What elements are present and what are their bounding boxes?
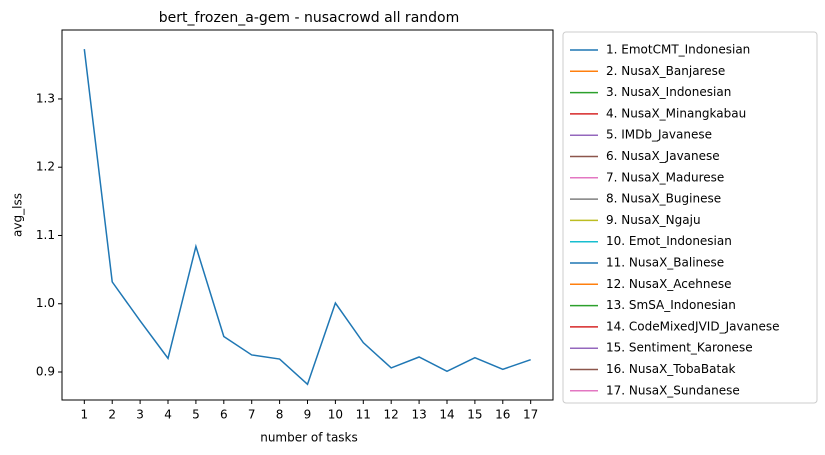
legend-label: 17. NusaX_Sundanese [606, 383, 740, 397]
legend-label: 8. NusaX_Buginese [606, 192, 721, 206]
x-tick-label: 1 [80, 408, 88, 422]
x-axis-label: number of tasks [260, 431, 358, 445]
legend-label: 3. NusaX_Indonesian [606, 85, 731, 99]
x-tick-label: 9 [304, 408, 312, 422]
y-tick-label: 1.3 [36, 91, 55, 105]
y-tick-label: 1.1 [36, 228, 55, 242]
x-tick-label: 15 [467, 408, 482, 422]
legend-label: 4. NusaX_Minangkabau [606, 106, 746, 120]
x-tick-label: 5 [192, 408, 200, 422]
x-tick-label: 14 [439, 408, 454, 422]
legend-label: 16. NusaX_TobaBatak [606, 362, 736, 376]
y-axis-label: avg_lss [11, 193, 25, 237]
x-tick-label: 13 [411, 408, 426, 422]
x-tick-label: 16 [495, 408, 510, 422]
legend-label: 5. IMDb_Javanese [606, 128, 712, 142]
series-line [83, 49, 531, 386]
x-tick-label: 7 [248, 408, 256, 422]
legend-label: 11. NusaX_Balinese [606, 256, 724, 270]
legend-label: 7. NusaX_Madurese [606, 170, 724, 184]
legend-label: 13. SmSA_Indonesian [606, 298, 736, 312]
plot-frame [61, 29, 554, 401]
legend-label: 1. EmotCMT_Indonesian [606, 43, 750, 57]
y-tick-label: 1.2 [36, 160, 55, 174]
x-tick-label: 17 [523, 408, 538, 422]
legend-label: 6. NusaX_Javanese [606, 149, 720, 163]
x-tick-label: 12 [384, 408, 399, 422]
legend-label: 2. NusaX_Banjarese [606, 64, 725, 78]
x-tick-label: 10 [328, 408, 343, 422]
legend-box [562, 31, 818, 404]
legend-label: 10. Emot_Indonesian [606, 234, 732, 248]
y-tick-label: 1.0 [36, 296, 55, 310]
x-tick-label: 4 [164, 408, 172, 422]
legend-label: 14. CodeMixedJVID_Javanese [606, 319, 780, 333]
x-tick-label: 11 [356, 408, 371, 422]
x-tick-label: 2 [108, 408, 116, 422]
legend-label: 12. NusaX_Acehnese [606, 277, 732, 291]
legend-label: 9. NusaX_Ngaju [606, 213, 701, 227]
chart-title: bert_frozen_a-gem - nusacrowd all random [159, 10, 459, 26]
y-tick-label: 0.9 [36, 365, 55, 379]
x-tick-label: 8 [276, 408, 284, 422]
legend-label: 15. Sentiment_Karonese [606, 341, 753, 355]
x-tick-label: 6 [220, 408, 228, 422]
x-tick-label: 3 [136, 408, 144, 422]
